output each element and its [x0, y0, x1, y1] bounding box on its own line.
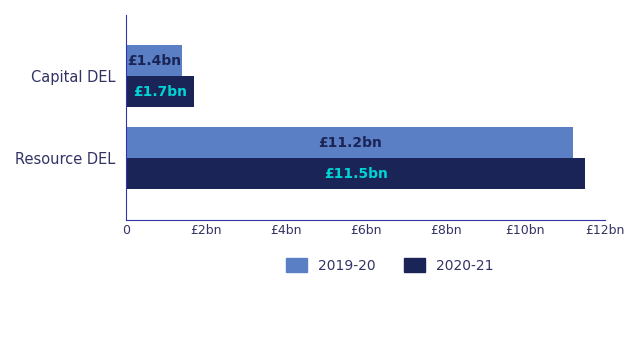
Text: £1.4bn: £1.4bn	[127, 54, 181, 68]
Text: £11.2bn: £11.2bn	[318, 136, 382, 150]
Legend: 2019-20, 2020-21: 2019-20, 2020-21	[281, 252, 499, 278]
Bar	[126, 158, 586, 189]
Text: £1.7bn: £1.7bn	[133, 85, 188, 99]
Bar	[126, 76, 194, 107]
Bar	[126, 127, 573, 158]
Text: £11.5bn: £11.5bn	[324, 167, 388, 181]
Bar	[126, 45, 182, 76]
